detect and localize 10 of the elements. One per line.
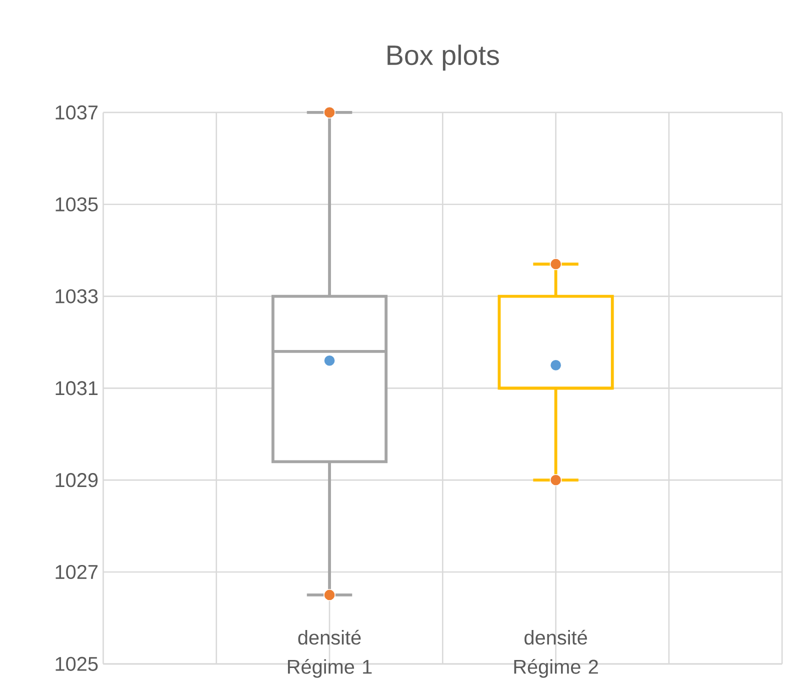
y-tick-label: 1037 [56, 106, 98, 120]
y-tick-label: 1027 [56, 565, 98, 580]
chart-title: Box plots [388, 44, 499, 71]
y-tick-label: 1031 [56, 381, 98, 396]
y-tick-label: 1025 [56, 656, 98, 672]
y-tick-label: 1033 [56, 289, 98, 304]
x-tick-label: densité Régime 1 [288, 630, 372, 678]
y-tick-label: 1029 [56, 473, 98, 488]
y-tick-label: 1035 [56, 197, 98, 212]
x-tick-label: densité Régime 2 [514, 630, 598, 678]
